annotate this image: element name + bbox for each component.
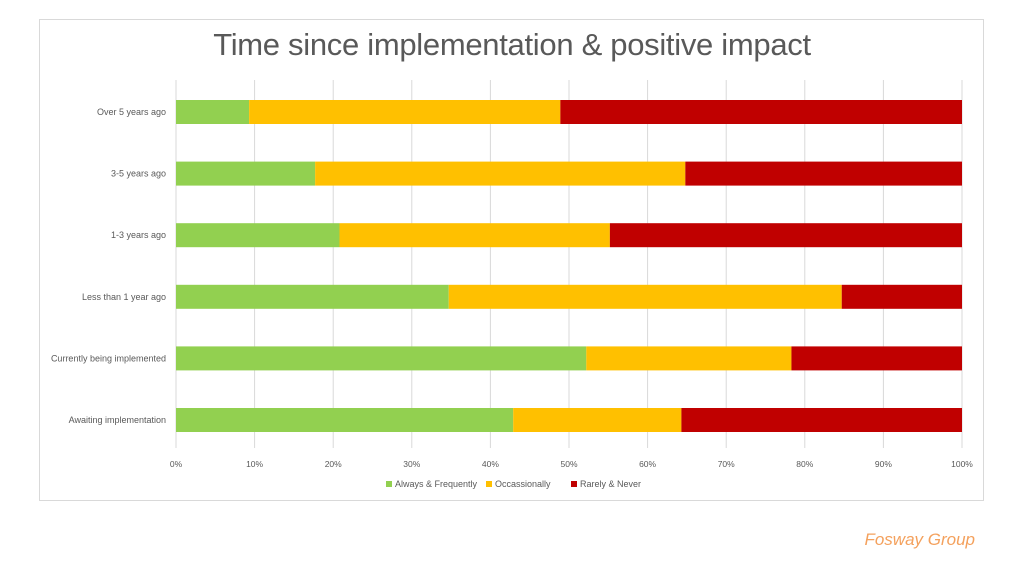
bar-segment (176, 100, 250, 124)
bar-segment (681, 408, 962, 432)
x-tick-label: 90% (875, 459, 892, 469)
bar-segment (560, 100, 962, 124)
x-tick-label: 100% (951, 459, 973, 469)
legend-label: Occassionally (495, 479, 551, 489)
bar-segment (609, 223, 962, 248)
legend-swatch (386, 481, 392, 487)
bar-segment (249, 100, 561, 124)
x-tick-label: 60% (639, 459, 656, 469)
bar-segment (685, 161, 962, 186)
bar-segment (176, 223, 340, 248)
bar-segment (176, 161, 316, 186)
legend-label: Always & Frequently (395, 479, 478, 489)
x-tick-label: 70% (718, 459, 735, 469)
x-tick-label: 80% (796, 459, 813, 469)
brand-logo-text: Fosway Group (864, 530, 975, 549)
bar-segment (176, 346, 587, 371)
y-category-label: 3-5 years ago (111, 169, 166, 179)
bar-segment (586, 346, 792, 371)
x-tick-label: 30% (403, 459, 420, 469)
bar-segment (513, 408, 682, 432)
bar-segment (176, 284, 449, 309)
y-category-label: Less than 1 year ago (82, 292, 166, 302)
x-tick-label: 0% (170, 459, 183, 469)
x-tick-label: 20% (325, 459, 342, 469)
bar-segment (176, 408, 514, 432)
y-category-label: 1-3 years ago (111, 230, 166, 240)
bar-segment (841, 284, 962, 309)
legend-swatch (571, 481, 577, 487)
bar-segment (315, 161, 686, 186)
y-category-label: Over 5 years ago (97, 107, 166, 117)
bar-segment (339, 223, 610, 248)
chart-title: Time since implementation & positive imp… (213, 27, 811, 62)
bar-segment (791, 346, 962, 371)
y-category-label: Awaiting implementation (69, 415, 166, 425)
legend-label: Rarely & Never (580, 479, 641, 489)
legend-swatch (486, 481, 492, 487)
x-tick-label: 50% (560, 459, 577, 469)
y-category-label: Currently being implemented (51, 353, 166, 363)
bar-segment (448, 284, 842, 309)
x-tick-label: 10% (246, 459, 263, 469)
x-tick-label: 40% (482, 459, 499, 469)
